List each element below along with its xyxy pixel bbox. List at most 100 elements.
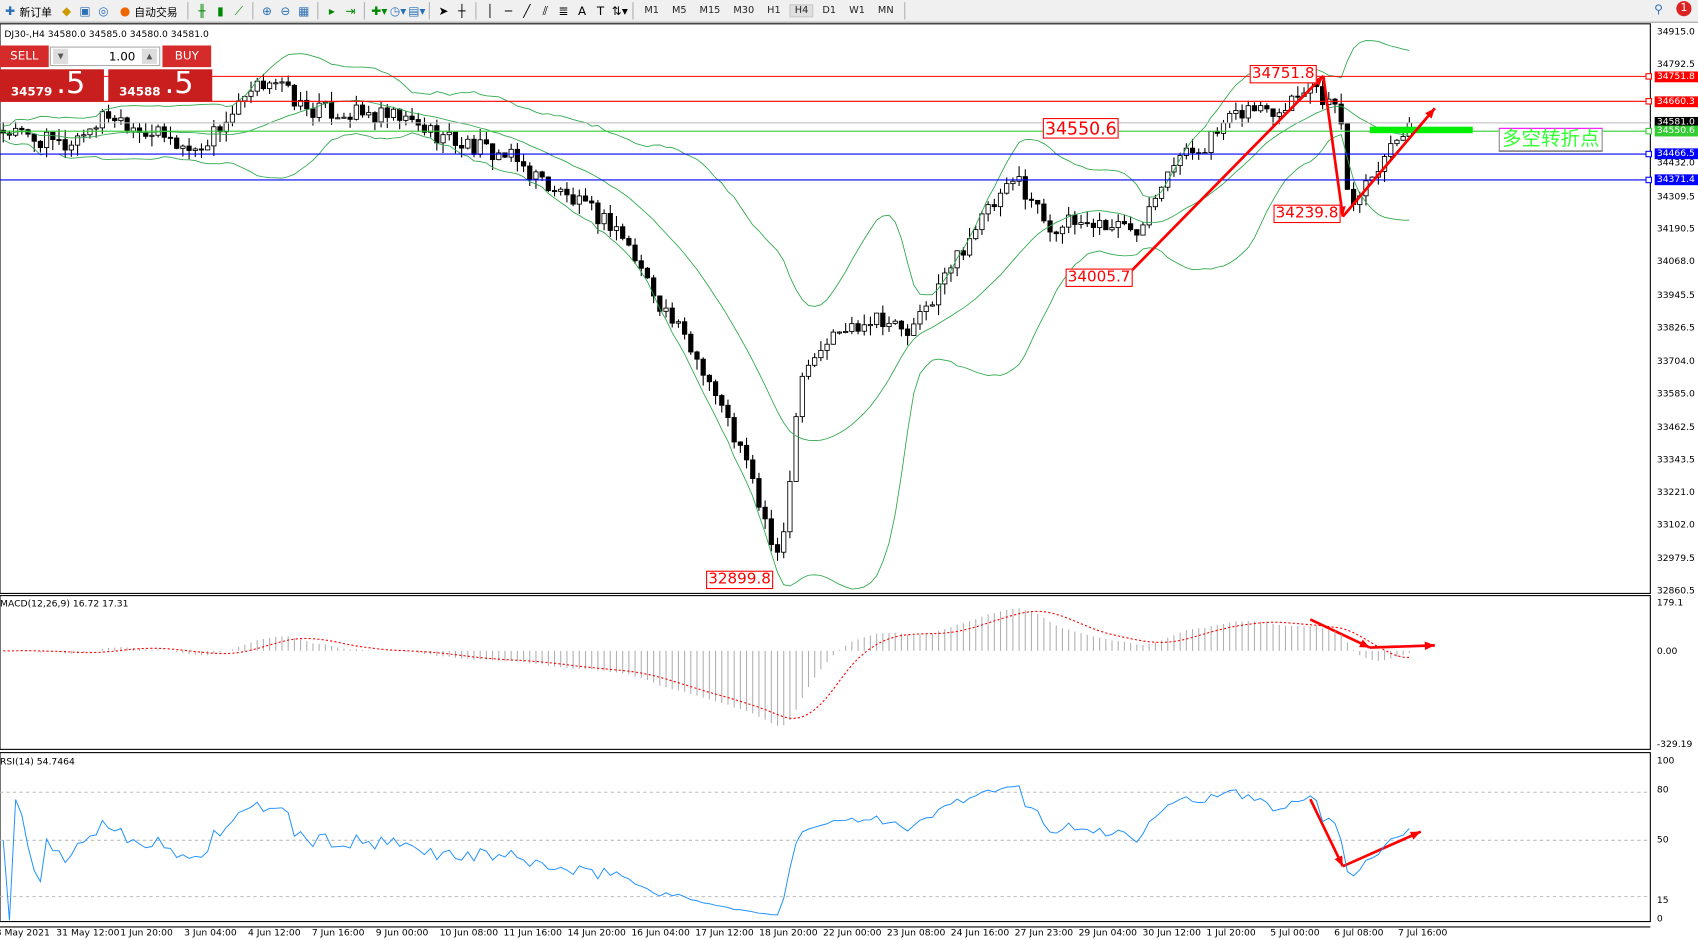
zoom-in-icon[interactable]: ⊕ xyxy=(261,3,272,18)
candle xyxy=(161,123,167,143)
tile-windows-icon[interactable]: ▦ xyxy=(298,3,310,18)
bollinger-middle xyxy=(3,99,1410,442)
candle-body xyxy=(353,104,359,120)
sell-price-button[interactable]: 34579.5 xyxy=(0,65,104,102)
timeframe-d1[interactable]: D1 xyxy=(822,5,837,17)
candle-body xyxy=(1010,180,1016,185)
candle xyxy=(19,125,25,135)
candle xyxy=(1171,157,1177,177)
crosshair-icon[interactable]: ┼ xyxy=(458,3,466,18)
horizontal-line-icon[interactable]: ─ xyxy=(504,3,513,18)
chart-shift-icon[interactable]: ⇥ xyxy=(345,3,356,18)
text-label-icon[interactable]: T xyxy=(596,3,605,18)
candle xyxy=(1035,199,1041,214)
price-level-tag: 34660.3 xyxy=(1654,95,1698,107)
buy-price-button[interactable]: 34588.5 xyxy=(108,65,213,102)
timeframe-m30[interactable]: M30 xyxy=(733,5,755,17)
lot-increase-icon[interactable]: ▲ xyxy=(141,48,158,64)
vertical-line-icon[interactable]: │ xyxy=(486,3,494,18)
timeframe-m1[interactable]: M1 xyxy=(644,5,659,17)
buy-button[interactable]: BUY xyxy=(162,45,212,68)
candle-body xyxy=(725,404,731,418)
annotation-label[interactable]: 34239.8 xyxy=(1273,204,1341,224)
candle xyxy=(1066,206,1072,234)
candle-body xyxy=(973,229,979,240)
candle xyxy=(1059,225,1066,244)
candle-body xyxy=(1121,221,1127,225)
candle-body xyxy=(1189,147,1196,154)
signals-icon[interactable]: ◎ xyxy=(98,3,109,18)
notification-badge[interactable]: 1 xyxy=(1676,1,1692,17)
auto-trading-button[interactable]: ● 自动交易 xyxy=(115,1,181,20)
timeframe-h4[interactable]: H4 xyxy=(789,4,814,18)
annotation-label[interactable]: 32899.8 xyxy=(706,570,774,590)
periods-icon[interactable]: ◷▾ xyxy=(389,3,407,18)
candle-body xyxy=(1276,112,1282,117)
candle xyxy=(50,131,56,151)
channel-icon[interactable]: ⫽ xyxy=(542,3,548,18)
new-order-button[interactable]: ✚ 新订单 xyxy=(0,1,55,20)
candle-body xyxy=(483,139,489,145)
indicators-icon[interactable]: ✚▾ xyxy=(371,3,388,18)
time-axis-label: 14 Jun 20:00 xyxy=(567,928,626,939)
candle-body xyxy=(954,250,960,269)
candle xyxy=(836,331,843,335)
toolbox-icon[interactable]: ◆ xyxy=(62,3,72,18)
candle-body xyxy=(118,117,124,122)
zoom-out-icon[interactable]: ⊖ xyxy=(280,3,291,18)
candle xyxy=(558,187,564,196)
annotation-label[interactable]: 34550.6 xyxy=(1042,118,1119,139)
candle-body xyxy=(310,108,316,118)
search-icon[interactable]: ⚲ xyxy=(1654,1,1663,16)
candle xyxy=(979,210,985,235)
candle-body xyxy=(192,148,198,151)
candle xyxy=(335,113,341,120)
bar-chart-icon[interactable]: ╫ xyxy=(198,3,206,18)
cursor-icon[interactable]: ➤ xyxy=(438,3,449,18)
candle xyxy=(824,338,830,360)
market-watch-icon[interactable]: ▣ xyxy=(79,3,91,18)
candle-body xyxy=(248,90,254,97)
timeframe-h1[interactable]: H1 xyxy=(767,5,781,17)
line-chart-icon[interactable]: ⟋ xyxy=(234,3,243,18)
text-icon[interactable]: A xyxy=(577,3,587,18)
annotation-label[interactable]: 34005.7 xyxy=(1065,268,1133,287)
candle xyxy=(905,324,911,346)
candle xyxy=(167,126,174,145)
candle-body xyxy=(304,99,310,110)
candle-body xyxy=(93,127,99,130)
candle-body xyxy=(1177,155,1183,166)
autoscroll-icon[interactable]: ▸ xyxy=(328,3,335,18)
timeframe-w1[interactable]: W1 xyxy=(849,5,865,17)
candle xyxy=(223,111,229,142)
candle xyxy=(1177,152,1183,175)
time-axis-label: 6 Jul 08:00 xyxy=(1334,928,1384,939)
candlestick-icon[interactable]: ▮ xyxy=(217,3,224,18)
candle-body xyxy=(545,176,551,191)
timeframe-m5[interactable]: M5 xyxy=(671,5,687,17)
candle xyxy=(638,254,644,277)
trendline-icon[interactable]: ╱ xyxy=(523,3,531,18)
candle xyxy=(849,316,855,335)
lot-size-input[interactable]: ▼ 1.00 ▲ xyxy=(49,46,161,67)
candle xyxy=(880,305,886,336)
candle-body xyxy=(905,328,911,336)
candle-body xyxy=(564,188,570,196)
candle xyxy=(1097,212,1103,235)
candle xyxy=(750,454,756,484)
price-axis-label: 32979.5 xyxy=(1656,553,1695,565)
annotation-label[interactable]: 34751.8 xyxy=(1249,64,1317,84)
candle-body xyxy=(1109,227,1115,231)
timeframe-m15[interactable]: M15 xyxy=(699,5,721,17)
sell-button[interactable]: SELL xyxy=(0,45,49,68)
candle-body xyxy=(694,351,700,360)
timeframe-mn[interactable]: MN xyxy=(877,5,894,17)
arrows-icon[interactable]: ⇅▾ xyxy=(611,3,628,18)
templates-icon[interactable]: ▤▾ xyxy=(408,3,426,18)
pivot-text-label[interactable]: 多空转折点 xyxy=(1498,127,1603,152)
candle xyxy=(415,112,421,132)
candle xyxy=(149,124,155,147)
fibonacci-icon[interactable]: ≣ xyxy=(558,3,569,18)
lot-decrease-icon[interactable]: ▼ xyxy=(53,48,69,64)
